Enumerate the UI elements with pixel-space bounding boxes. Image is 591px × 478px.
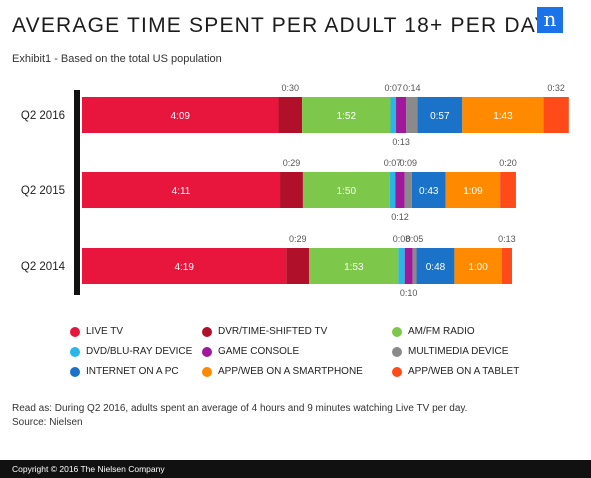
legend-swatch — [202, 346, 212, 357]
data-label: 1:52 — [337, 111, 357, 122]
data-label: 0:13 — [498, 234, 516, 244]
legend-label: APP/WEB ON A SMARTPHONE — [218, 366, 363, 377]
data-label: 0:08 — [393, 234, 411, 244]
data-label: 0:07 — [384, 158, 402, 168]
data-label: 0:20 — [499, 158, 517, 168]
bar-segment — [302, 97, 391, 133]
legend-label: GAME CONSOLE — [218, 346, 300, 357]
note-source: Source: Nielsen — [12, 417, 83, 428]
read-as-note: Read as: During Q2 2016, adults spent an… — [12, 402, 467, 430]
data-label: 1:43 — [493, 111, 513, 122]
bar-segment — [543, 97, 569, 133]
legend-swatch — [392, 366, 402, 377]
copyright-footer: Copyright © 2016 The Nielsen Company — [0, 460, 591, 478]
data-label: 0:29 — [283, 158, 301, 168]
bar-segment — [412, 248, 417, 284]
data-label: 0:32 — [547, 83, 565, 93]
bar-segment — [416, 248, 455, 284]
legend-swatch — [202, 326, 212, 337]
data-label: 0:30 — [282, 83, 300, 93]
legend-item: LIVE TV — [70, 326, 123, 337]
data-label: 1:00 — [468, 262, 488, 273]
chart-legend: LIVE TV DVR/TIME-SHIFTED TV AM/FM RADIO DVD… — [70, 326, 590, 386]
data-label: 0:12 — [391, 212, 409, 222]
bar-segment — [404, 172, 412, 208]
nielsen-logo-icon: n — [537, 7, 563, 33]
bar-segment — [309, 248, 399, 284]
bar-segment — [390, 97, 397, 133]
legend-swatch — [202, 366, 212, 377]
legend-item: AM/FM RADIO — [392, 326, 475, 337]
data-label: 0:57 — [430, 111, 450, 122]
legend-item: INTERNET ON A PC — [70, 366, 179, 377]
bar-segment — [278, 97, 303, 133]
legend-label: DVR/TIME-SHIFTED TV — [218, 326, 328, 337]
data-label: 0:48 — [426, 262, 446, 273]
data-label: 0:14 — [403, 83, 421, 93]
legend-swatch — [392, 346, 402, 357]
legend-swatch — [70, 346, 80, 357]
bar-segment — [411, 172, 446, 208]
bar-segment — [396, 97, 407, 133]
bar-segment — [445, 172, 501, 208]
legend-item: DVD/BLU-RAY DEVICE — [70, 346, 192, 357]
bar-segment — [454, 248, 502, 284]
bar-segment — [398, 248, 405, 284]
legend-item: APP/WEB ON A TABLET — [392, 366, 519, 377]
stacked-bar-chart: Q2 2016 4:09 0:30 1:52 0:07 0:13 0:14 0:57 1:43 0… — [21, 83, 569, 298]
data-label: 0:29 — [289, 234, 307, 244]
bar-segment — [406, 97, 418, 133]
data-label: 4:11 — [172, 186, 191, 197]
data-label: 0:07 — [384, 83, 402, 93]
bar-segment — [404, 248, 413, 284]
legend-swatch — [392, 326, 402, 337]
legend-label: APP/WEB ON A TABLET — [408, 366, 520, 377]
legend-item: DVR/TIME-SHIFTED TV — [202, 326, 327, 337]
legend-item: GAME CONSOLE — [202, 346, 299, 357]
y-axis-line — [74, 90, 80, 295]
bar-segment — [462, 97, 544, 133]
data-label: 1:53 — [344, 262, 364, 273]
legend-item: APP/WEB ON A SMARTPHONE — [202, 366, 363, 377]
bar-segment — [82, 248, 287, 284]
data-label: 0:43 — [419, 186, 439, 197]
bar-segment — [389, 172, 396, 208]
chart-subtitle: Exhibit1 - Based on the total US populat… — [12, 53, 222, 65]
bar-segment — [395, 172, 405, 208]
category-label: Q2 2014 — [21, 261, 66, 273]
category-label: Q2 2016 — [21, 110, 65, 122]
data-label: 0:09 — [399, 158, 417, 168]
data-label: 0:13 — [392, 137, 410, 147]
chart-title: AVERAGE TIME SPENT PER ADULT 18+ PER DAY — [12, 14, 550, 37]
data-label: 1:50 — [337, 186, 357, 197]
bar-segment — [280, 172, 303, 208]
bar-segment — [417, 97, 463, 133]
data-label: 1:09 — [463, 186, 483, 197]
legend-label: INTERNET ON A PC — [86, 366, 179, 377]
data-label: 4:09 — [170, 111, 190, 122]
data-label: 4:19 — [174, 262, 194, 273]
bar-segment — [501, 248, 513, 284]
legend-label: MULTIMEDIA DEVICE — [408, 346, 509, 357]
legend-swatch — [70, 326, 80, 337]
legend-item: MULTIMEDIA DEVICE — [392, 346, 508, 357]
note-line-1: Read as: During Q2 2016, adults spent an… — [12, 403, 468, 414]
bar-segment — [286, 248, 310, 284]
bar-segment — [500, 172, 516, 208]
legend-swatch — [70, 366, 80, 377]
legend-label: AM/FM RADIO — [408, 326, 475, 337]
legend-label: DVD/BLU-RAY DEVICE — [86, 346, 193, 357]
category-label: Q2 2015 — [21, 185, 65, 197]
data-label: 0:10 — [400, 288, 418, 298]
bar-segment — [82, 97, 279, 133]
legend-label: LIVE TV — [86, 326, 124, 337]
data-label: 0:05 — [406, 234, 424, 244]
bar-segment — [302, 172, 390, 208]
bar-segment — [82, 172, 281, 208]
